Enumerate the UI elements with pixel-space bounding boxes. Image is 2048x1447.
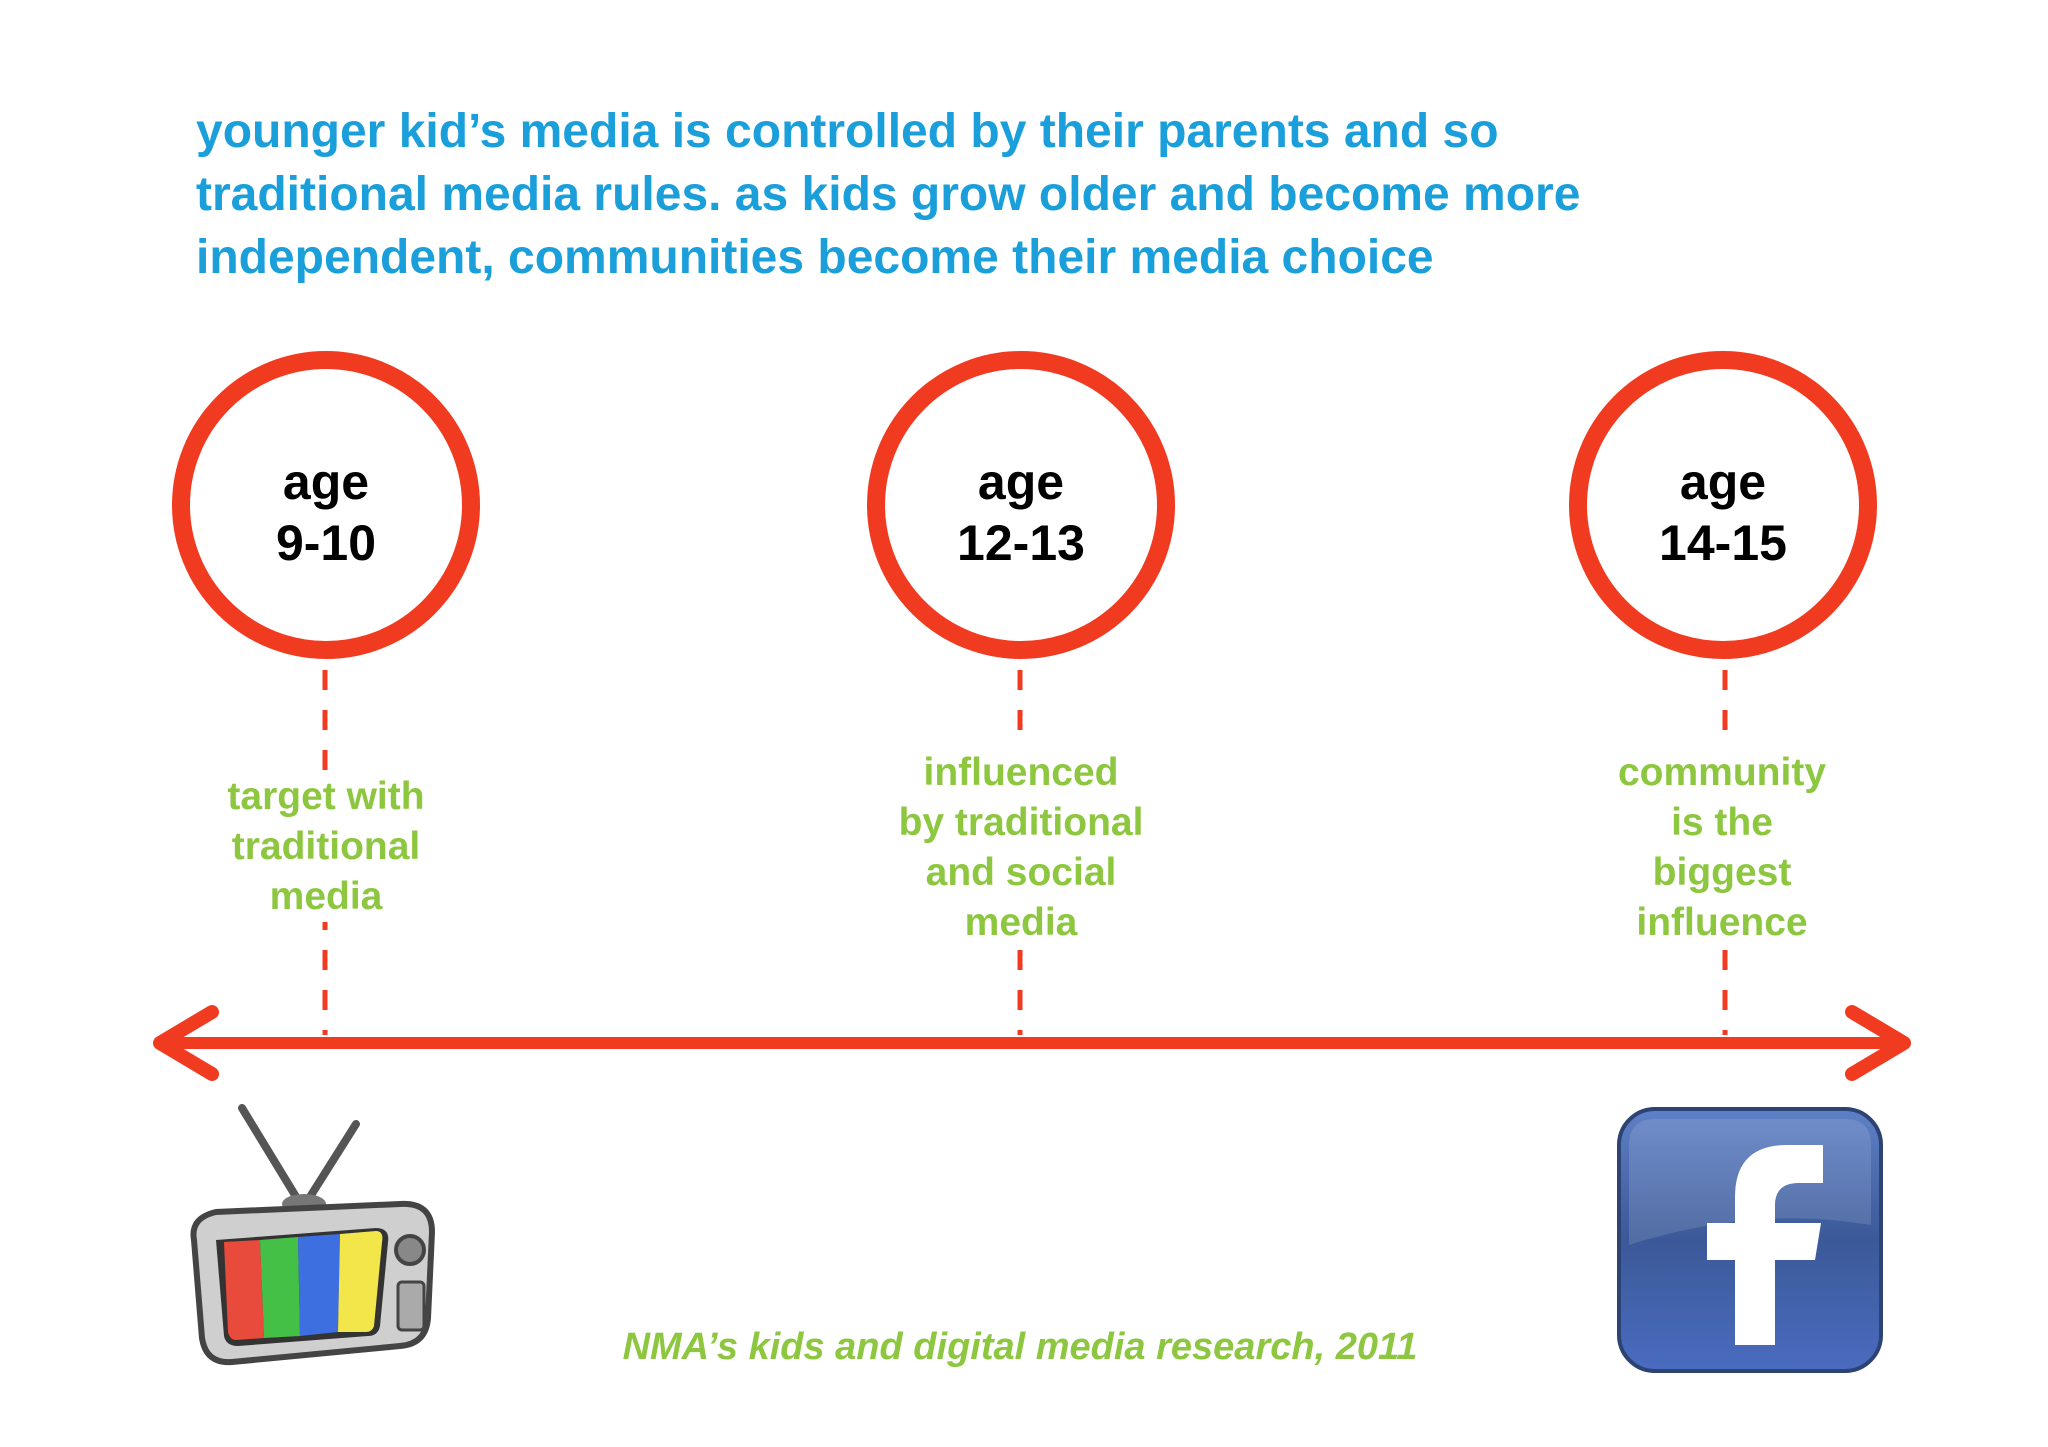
note-line: traditional bbox=[231, 825, 421, 868]
age-bubble-3: age 14-15 bbox=[1593, 452, 1853, 574]
headline-line-2: traditional media rules. as kids grow ol… bbox=[196, 168, 1581, 221]
note-line: influence bbox=[1636, 901, 1808, 944]
note-line: community bbox=[1617, 751, 1827, 794]
stage-note-2: influenced by traditional and social med… bbox=[861, 748, 1181, 948]
age-circle-3 bbox=[1569, 351, 1877, 659]
headline-line-3: independent, communities become their me… bbox=[196, 231, 1434, 284]
age-label: age bbox=[977, 454, 1065, 510]
age-circle-2 bbox=[867, 351, 1175, 659]
note-line: media bbox=[964, 901, 1078, 944]
note-line: target with bbox=[227, 775, 425, 818]
age-range: 12-13 bbox=[957, 515, 1085, 571]
note-line: influenced bbox=[923, 751, 1119, 794]
age-circle-1 bbox=[172, 351, 480, 659]
note-line: is the bbox=[1671, 801, 1773, 844]
headline-line-1: younger kid’s media is controlled by the… bbox=[196, 105, 1499, 158]
note-line: and social bbox=[925, 851, 1117, 894]
note-line: by traditional bbox=[898, 801, 1144, 844]
stage-note-3: community is the biggest influence bbox=[1562, 748, 1882, 948]
timeline-arrow bbox=[153, 1005, 1911, 1081]
facebook-icon bbox=[1617, 1107, 1883, 1373]
headline: younger kid’s media is controlled by the… bbox=[196, 100, 1956, 289]
age-bubble-1: age 9-10 bbox=[196, 452, 456, 574]
note-line: biggest bbox=[1652, 851, 1792, 894]
age-label: age bbox=[1679, 454, 1767, 510]
age-range: 14-15 bbox=[1659, 515, 1787, 571]
age-range: 9-10 bbox=[275, 515, 377, 571]
age-label: age bbox=[282, 454, 370, 510]
note-line: media bbox=[269, 875, 383, 918]
age-bubble-2: age 12-13 bbox=[891, 452, 1151, 574]
stage-note-1: target with traditional media bbox=[166, 772, 486, 922]
television-icon bbox=[190, 1104, 436, 1366]
citation: NMA’s kids and digital media research, 2… bbox=[622, 1326, 1418, 1368]
